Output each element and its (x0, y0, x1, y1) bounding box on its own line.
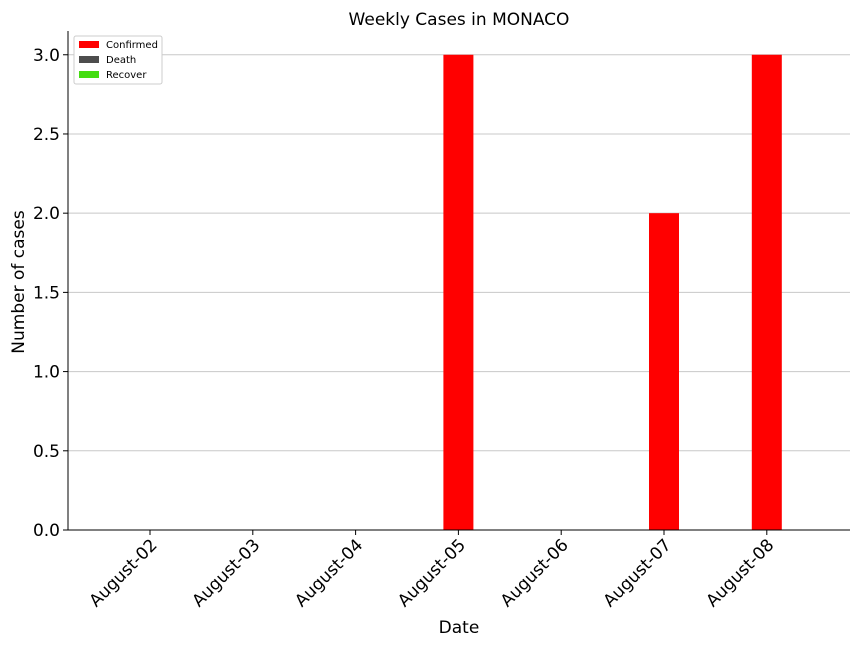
y-tick-label: 3.0 (33, 46, 60, 66)
legend-swatch-recover (79, 71, 99, 78)
legend-label-death: Death (106, 55, 136, 66)
axes (67, 31, 850, 531)
x-tick-label: August-07 (600, 535, 676, 611)
bar-confirmed (751, 54, 782, 531)
legend-swatch-confirmed (79, 41, 99, 48)
legend-label-confirmed: Confirmed (106, 40, 158, 51)
bar-confirmed (443, 54, 474, 531)
x-tick-label: August-03 (188, 535, 264, 611)
x-tick-label: August-02 (86, 535, 162, 611)
x-ticks: August-02 August-03 August-04 August-05 Augu… (86, 530, 778, 611)
x-tick-label: August-05 (394, 535, 470, 611)
x-tick-label: August-08 (702, 535, 778, 611)
y-tick-label: 2.0 (33, 204, 60, 224)
legend-label-recover: Recover (106, 70, 147, 81)
bar-confirmed (649, 213, 679, 530)
chart-title: Weekly Cases in MONACO (349, 10, 570, 30)
y-tick-label: 1.5 (33, 283, 60, 303)
legend-swatch-death (79, 56, 99, 63)
y-tick-label: 0.0 (33, 521, 60, 541)
x-axis-title: Date (439, 618, 480, 638)
legend: Confirmed Death Recover (73, 35, 163, 85)
x-tick-label: August-04 (291, 535, 367, 611)
x-tick-label: August-06 (497, 535, 573, 611)
y-ticks: 0.0 0.5 1.0 1.5 2.0 2.5 3.0 (33, 46, 68, 541)
y-tick-label: 1.0 (33, 363, 60, 383)
y-tick-label: 0.5 (33, 442, 60, 462)
bars (443, 54, 782, 531)
y-axis-title: Number of cases (9, 210, 29, 354)
y-tick-label: 2.5 (33, 125, 60, 145)
